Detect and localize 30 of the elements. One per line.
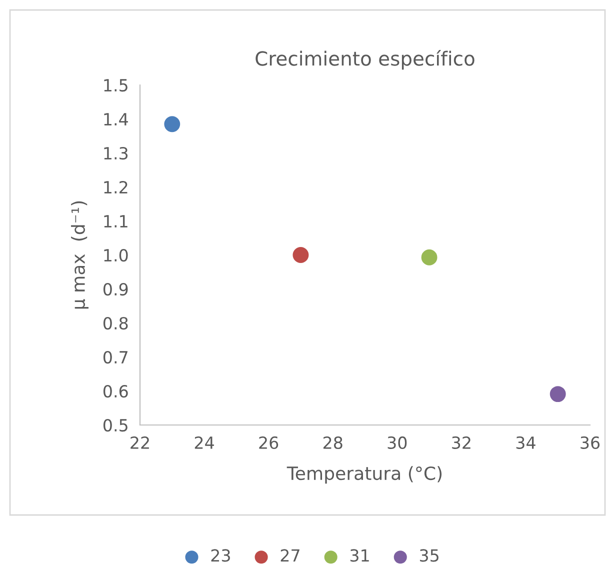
legend-label: 27 <box>280 549 300 562</box>
x-tick-label: 26 <box>259 436 278 450</box>
legend-label: 35 <box>420 549 438 562</box>
y-tick-label: 1.4 <box>104 113 128 126</box>
y-tick-label: 1.2 <box>104 180 128 194</box>
point <box>292 247 309 263</box>
x-axis-title: Temperatura (°C) <box>286 466 442 484</box>
legend-label: 31 <box>350 549 369 562</box>
x-tick-label: 22 <box>130 436 149 449</box>
point <box>164 116 180 132</box>
x-tick-label: 30 <box>388 436 407 450</box>
y-tick-label: 1.5 <box>104 79 128 92</box>
x-tick-label: 28 <box>323 436 342 450</box>
point <box>421 249 438 266</box>
y-tick-label: 0.9 <box>103 282 128 296</box>
y-tick-label: 0.7 <box>103 350 128 364</box>
chart-title: Crecimiento específico <box>256 50 474 70</box>
y-tick-label: 1.0 <box>104 248 128 262</box>
y-tick-label: 0.6 <box>103 384 128 398</box>
x-tick-label: 24 <box>194 436 214 449</box>
y-tick-label: 0.8 <box>103 316 128 330</box>
point <box>550 386 566 402</box>
x-tick-label: 32 <box>452 436 470 450</box>
x-tick-label: 36 <box>580 436 600 450</box>
y-axis-title: μ max (d⁻¹) <box>71 201 88 309</box>
y-tick-label: 1.1 <box>104 215 128 228</box>
y-tick-label: 0.5 <box>103 418 128 432</box>
y-tick-label: 1.3 <box>104 146 128 160</box>
legend-label: 23 <box>211 549 230 562</box>
x-tick-label: 34 <box>516 436 536 450</box>
